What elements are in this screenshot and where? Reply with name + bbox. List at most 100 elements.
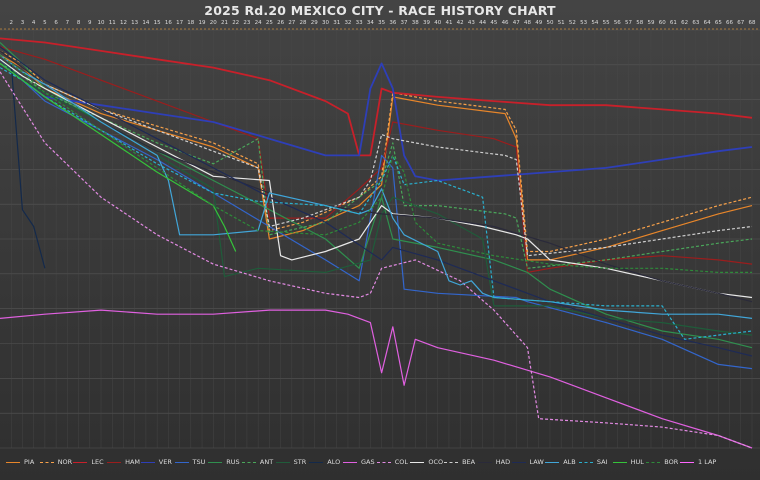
legend-swatch: [578, 461, 593, 463]
x-tick-label: 65: [715, 20, 722, 26]
legend-label: VER: [158, 458, 172, 466]
x-tick-label: 14: [142, 20, 149, 26]
chart-title: 2025 Rd.20 MEXICO CITY - RACE HISTORY CH…: [204, 3, 556, 18]
series-line-alo: [10, 63, 46, 269]
legend-label: HUL: [630, 458, 644, 466]
x-tick-label: 60: [659, 20, 666, 26]
x-tick-label: 40: [434, 20, 441, 26]
legend-swatch: [174, 461, 189, 463]
x-tick-labels: 2 3 4 5 6 7 8 9 10 11 12 13 14 15 16 17 18 19 20 21 22 23 24 25…: [9, 20, 756, 26]
x-tick-label: 37: [401, 20, 408, 26]
x-tick-label: 31: [333, 20, 340, 26]
series-line-ant: [0, 62, 753, 269]
x-tick-label: 44: [479, 20, 486, 26]
legend-swatch: [208, 461, 223, 463]
x-tick-label: 33: [356, 20, 363, 26]
x-tick-label: 49: [535, 20, 542, 26]
series-lines: [0, 37, 753, 449]
legend-swatch: [680, 461, 694, 463]
legend-item: HAM: [107, 456, 140, 468]
legend-item: STR: [275, 456, 307, 468]
x-tick-label: 57: [625, 20, 632, 26]
x-tick-label: 3: [21, 20, 25, 26]
legend-item: LEC: [73, 456, 104, 468]
legend-label: BEA: [462, 458, 476, 466]
series-line-alb: [0, 54, 753, 319]
x-tick-label: 36: [389, 20, 396, 26]
legend-swatch: [39, 461, 54, 463]
x-tick-label: 22: [232, 20, 239, 26]
x-tick-label: 30: [322, 20, 329, 26]
series-line-gas: [0, 309, 753, 449]
series-line-nor: [0, 50, 753, 253]
legend-swatch: [73, 461, 88, 463]
x-tick-label: 54: [591, 20, 598, 26]
legend-label: 1 LAP: [698, 458, 717, 466]
x-tick-label: 20: [210, 20, 217, 26]
legend-swatch: [140, 461, 155, 463]
x-tick-label: 4: [32, 20, 36, 26]
x-tick-label: 29: [311, 20, 318, 26]
x-tick-label: 18: [187, 20, 194, 26]
legend-label: LEC: [91, 458, 104, 466]
x-tick-label: 8: [77, 20, 81, 26]
x-tick-label: 66: [726, 20, 733, 26]
legend-swatch: [444, 461, 459, 463]
legend-swatch: [241, 461, 256, 463]
x-tick-label: 28: [300, 20, 307, 26]
chart-legend: PIA NOR LEC HAM VER TSU RUS ANT STR ALO GAS COL OCO B…: [0, 456, 760, 472]
legend-item: 1 LAP: [680, 456, 716, 468]
legend-label: ALO: [327, 458, 341, 466]
x-tick-label: 19: [199, 20, 206, 26]
legend-item: LAW: [511, 456, 544, 468]
x-tick-label: 5: [43, 20, 47, 26]
x-tick-label: 46: [502, 20, 509, 26]
legend-label: COL: [394, 458, 408, 466]
legend-label: STR: [293, 458, 307, 466]
legend-swatch: [376, 461, 391, 463]
legend-item: GAS: [343, 456, 375, 468]
legend-label: NOR: [57, 458, 73, 466]
legend-item: RUS: [208, 456, 240, 468]
x-tick-label: 43: [468, 20, 475, 26]
x-tick-label: 61: [670, 20, 677, 26]
legend-label: OCO: [428, 458, 444, 466]
legend-label: ALB: [563, 458, 576, 466]
legend-swatch: [545, 461, 560, 463]
x-tick-label: 53: [580, 20, 587, 26]
series-line-str: [0, 58, 753, 336]
legend-item: COL: [376, 456, 408, 468]
x-tick-label: 25: [266, 20, 273, 26]
x-tick-label: 45: [490, 20, 497, 26]
x-tick-label: 10: [98, 20, 105, 26]
legend-label: SAI: [596, 458, 608, 466]
legend-label: HAD: [495, 458, 511, 466]
legend-label: TSU: [192, 458, 206, 466]
legend-swatch: [646, 461, 661, 463]
legend-label: ANT: [259, 458, 274, 466]
x-tick-label: 58: [636, 20, 643, 26]
x-tick-label: 48: [524, 20, 531, 26]
x-tick-label: 51: [558, 20, 565, 26]
series-line-bor: [0, 54, 752, 273]
series-line-col: [0, 71, 753, 449]
x-tick-label: 26: [277, 20, 284, 26]
legend-item: TSU: [174, 456, 206, 468]
legend-item: ALB: [545, 456, 576, 468]
series-line-ham: [0, 46, 753, 273]
legend-item: VER: [140, 456, 172, 468]
legend-swatch: [275, 461, 290, 463]
grid-lines: [0, 28, 760, 449]
series-line-had: [0, 50, 753, 303]
legend-item: HUL: [612, 456, 644, 468]
x-tick-label: 9: [88, 20, 92, 26]
legend-item: SAI: [578, 456, 608, 468]
x-tick-label: 62: [681, 20, 688, 26]
x-tick-label: 38: [412, 20, 419, 26]
legend-label: RUS: [226, 458, 240, 466]
legend-swatch: [410, 461, 425, 463]
legend-label: LAW: [529, 458, 544, 466]
x-tick-label: 59: [647, 20, 654, 26]
x-tick-label: 16: [165, 20, 172, 26]
